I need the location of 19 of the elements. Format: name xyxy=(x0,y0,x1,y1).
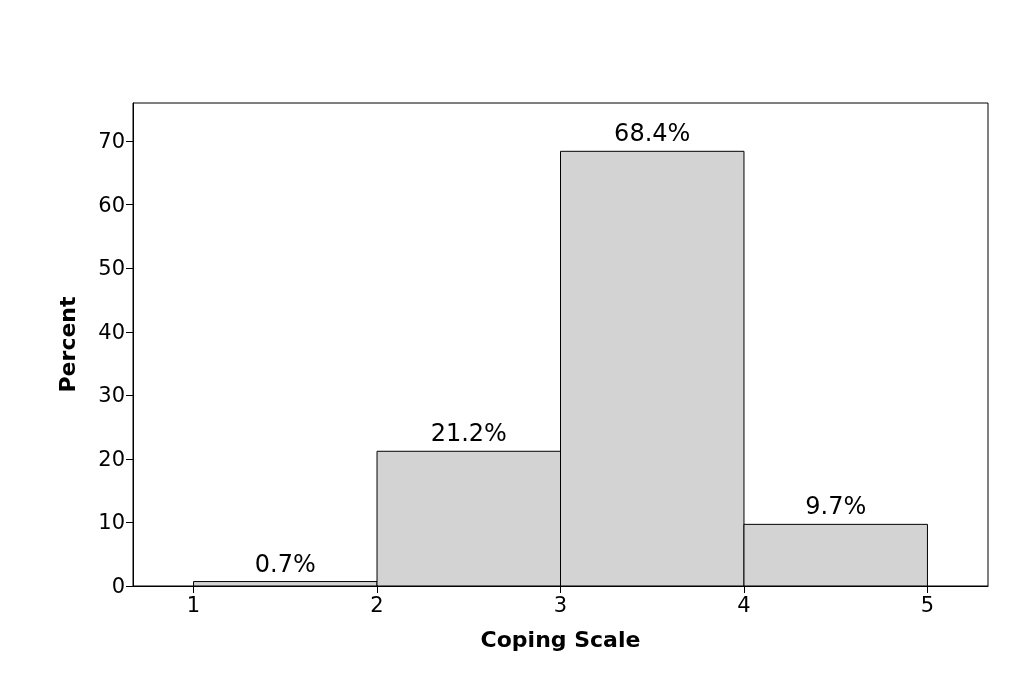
y-tick-label: 60 xyxy=(98,192,125,217)
data-label: 21.2% xyxy=(430,419,507,448)
y-tick-label: 50 xyxy=(98,256,125,281)
x-tick-label: 5 xyxy=(920,592,935,617)
y-tick-label: 0 xyxy=(111,574,125,598)
y-tick-label: 20 xyxy=(98,446,125,471)
x-axis-title: Coping Scale xyxy=(480,626,641,652)
y-tick-label: 30 xyxy=(98,383,125,408)
y-tick-label: 10 xyxy=(98,510,125,535)
data-label: 0.7% xyxy=(254,549,316,578)
x-tick-label: 1 xyxy=(186,592,201,617)
x-tick-label: 4 xyxy=(737,592,751,617)
data-label: 68.4% xyxy=(614,119,691,148)
x-tick-label: 3 xyxy=(553,592,568,617)
x-tick-label: 2 xyxy=(370,592,384,617)
y-tick-label: 70 xyxy=(98,129,125,154)
y-axis-title: Percent xyxy=(54,296,80,393)
data-label: 9.7% xyxy=(805,492,867,521)
y-tick-label: 40 xyxy=(98,319,125,344)
